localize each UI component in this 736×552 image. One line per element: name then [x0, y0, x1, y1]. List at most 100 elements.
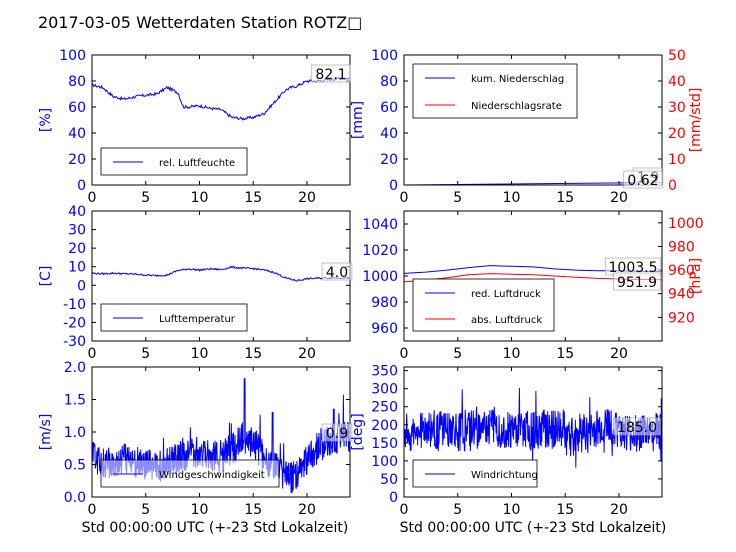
y-tick-label: -10: [63, 297, 86, 313]
y-tick-label: 100: [371, 454, 398, 470]
panel-temperature: 0 5 10 15 20 -30 -20 -10 0 10 20 30 40 [C] Lufttempera…: [38, 204, 353, 362]
legend-label: Windgeschwindigkeit: [159, 470, 265, 481]
y-axis-label: [deg]: [350, 413, 366, 450]
panel-winddir: 0 5 10 15 20050100150200250300350[deg]Windri…: [350, 364, 663, 518]
y2-tick-label: 30: [668, 100, 686, 116]
series-line-temperature-0: [92, 265, 350, 282]
x-tick-label: 15: [244, 190, 262, 206]
y2-tick-label: 1000: [668, 216, 704, 232]
x-tick-label: 5: [141, 346, 150, 362]
panel-windspeed: 0 5 10 15 20 0.0 0.5 1.0 1.5 2.0 [m/s] Windgeschwin…: [38, 360, 353, 518]
series-line-humidity-0: [92, 76, 350, 121]
x-tick-label: 15: [556, 346, 574, 362]
panel-precip: 0 5 10 15 20 0 20 40 60 80 100 0 10 20 30 40 50 [mm/std] […: [350, 48, 704, 206]
y-tick-label: 40: [380, 126, 398, 142]
y-tick-label: 2.0: [64, 360, 86, 376]
x-tick-label: 15: [556, 190, 574, 206]
x-tick-label: 0: [88, 346, 97, 362]
y2-tick-label: 920: [668, 310, 695, 326]
x-tick-label: 20: [298, 502, 316, 518]
y2-tick-label: 50: [668, 48, 686, 64]
legend-label: rel. Luftfeuchte: [159, 158, 235, 169]
value-annotation: 1003.5: [609, 260, 658, 276]
y2-tick-label: 960: [668, 263, 695, 279]
legend-label: Lufttemperatur: [159, 314, 236, 325]
y-tick-label: -20: [63, 315, 86, 331]
x-tick-label: 10: [503, 346, 521, 362]
x-tick-label: 0: [400, 502, 409, 518]
y-tick-label: 0: [389, 490, 398, 506]
y-tick-label: 1.0: [64, 425, 86, 441]
y2-tick-label: 10: [668, 152, 686, 168]
value-annotation: 82.1: [315, 67, 346, 83]
y-tick-label: 50: [380, 472, 398, 488]
y-tick-label: 1020: [362, 243, 398, 259]
legend-label: abs. Luftdruck: [471, 315, 542, 326]
x-tick-label: 0: [88, 190, 97, 206]
x-axis-label-left: Std 00:00:00 UTC (+-23 Std Lokalzeit): [82, 520, 349, 536]
x-tick-label: 10: [191, 190, 209, 206]
value-annotation-box: [321, 423, 353, 442]
legend-label: Windrichtung: [471, 470, 538, 481]
value-annotation: 0.62: [627, 173, 658, 189]
y-tick-label: 250: [371, 400, 398, 416]
y2-tick-label: 20: [668, 126, 686, 142]
x-tick-label: 20: [610, 346, 628, 362]
value-annotation: 185.0: [617, 420, 657, 436]
y-tick-label: 20: [68, 152, 86, 168]
y-tick-label: 300: [371, 382, 398, 398]
y-axis-label: [mm]: [350, 101, 366, 139]
y-tick-label: 40: [68, 126, 86, 142]
panel-humidity: 0 5 10 15 20 0 20 40 60 80 100 [%] rel. Luftfeuchte 8…: [38, 48, 351, 206]
y-tick-label: 1.5: [64, 393, 86, 409]
legend-label: red. Luftdruck: [471, 289, 541, 300]
x-tick-label: 20: [610, 502, 628, 518]
legend-label: kum. Niederschlag: [471, 74, 564, 85]
plot-frame: [403, 366, 663, 498]
x-tick-label: 10: [191, 346, 209, 362]
x-tick-label: 5: [141, 502, 150, 518]
x-tick-label: 10: [503, 502, 521, 518]
y-tick-label: 1040: [362, 217, 398, 233]
y-tick-label: 20: [68, 241, 86, 257]
y-tick-label: 100: [59, 48, 86, 64]
x-tick-label: 10: [503, 190, 521, 206]
y-tick-label: 60: [380, 100, 398, 116]
value-annotation-box: [311, 64, 351, 83]
x-tick-label: 15: [244, 502, 262, 518]
y2-tick-label: 0: [668, 178, 677, 194]
x-axis-label-right: Std 00:00:00 UTC (+-23 Std Lokalzeit): [400, 520, 667, 536]
figure-title: 2017-03-05 Wetterdaten Station ROTZ□: [38, 13, 362, 32]
y-tick-label: 0: [77, 278, 86, 294]
legend-box: [412, 63, 578, 119]
value-annotation: 951.9: [617, 275, 657, 291]
y2-tick-label: 980: [668, 239, 695, 255]
y2-axis-label: [mm/std]: [688, 88, 704, 153]
x-tick-label: 5: [453, 190, 462, 206]
x-tick-label: 5: [141, 190, 150, 206]
y-tick-label: 60: [68, 100, 86, 116]
y-tick-label: 980: [371, 295, 398, 311]
y-tick-label: 150: [371, 436, 398, 452]
x-tick-label: 20: [298, 190, 316, 206]
y-tick-label: 0: [389, 178, 398, 194]
y-tick-label: 0: [77, 178, 86, 194]
y-tick-label: 0.0: [64, 490, 86, 506]
y-tick-label: 350: [371, 364, 398, 380]
x-tick-label: 10: [191, 502, 209, 518]
series-group: [92, 265, 350, 282]
x-tick-label: 20: [298, 346, 316, 362]
value-annotation: 4.0: [326, 265, 348, 281]
y-tick-label: 20: [380, 152, 398, 168]
x-tick-label: 0: [400, 346, 409, 362]
y-axis-label: [m/s]: [38, 414, 54, 451]
value-annotation-box: [623, 170, 663, 189]
y-axis-label: [%]: [38, 108, 54, 132]
y-tick-label: 1000: [362, 269, 398, 285]
y-tick-label: -30: [63, 334, 86, 350]
y-tick-label: 30: [68, 223, 86, 239]
y-tick-label: 80: [380, 74, 398, 90]
x-tick-label: 5: [453, 502, 462, 518]
legend-label: Niederschlagsrate: [471, 101, 562, 112]
